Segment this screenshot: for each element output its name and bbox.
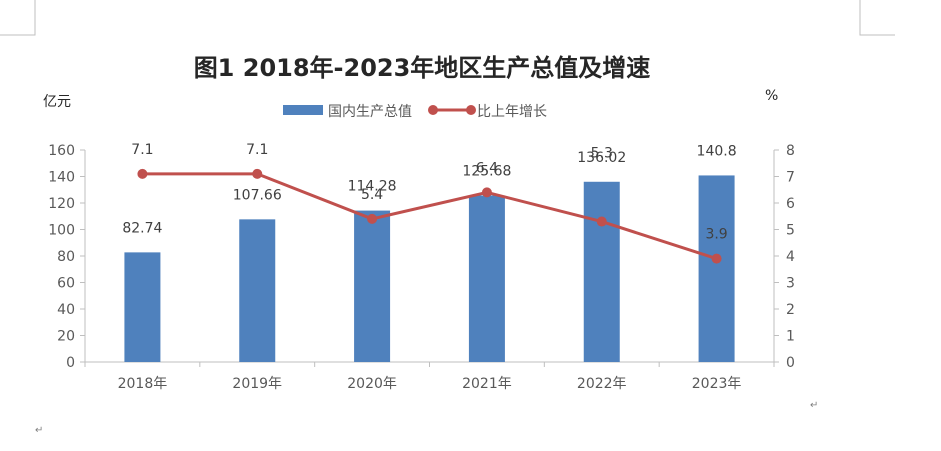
bar-value-label: 114.28	[348, 179, 397, 195]
left-axis-unit: 亿元	[43, 94, 71, 110]
right-axis-tick-label: 8	[786, 143, 795, 159]
bar	[354, 210, 391, 362]
right-axis-tick-label: 7	[786, 170, 795, 186]
right-axis-tick-label: 0	[786, 355, 795, 371]
bar-value-label: 107.66	[233, 187, 282, 203]
paragraph-mark-right: ↵	[810, 400, 818, 411]
left-axis-tick-label: 40	[57, 302, 75, 318]
right-axis-tick-label: 1	[786, 329, 795, 345]
axes: 0 20 40 60 80 100 120 140 160 0 1 2 3 4 5 6 7 8 2018年 2019年…	[48, 143, 795, 392]
line-value-label: 5.3	[591, 146, 613, 162]
left-axis-tick-label: 0	[66, 355, 75, 371]
right-axis-unit: %	[765, 88, 778, 104]
left-axis-tick-label: 60	[57, 276, 75, 292]
x-axis-tick-label: 2018年	[118, 376, 168, 392]
x-axis-tick-label: 2020年	[347, 376, 397, 392]
right-axis-tick-label: 3	[786, 276, 795, 292]
chart-title: 图1 2018年-2023年地区生产总值及增速	[194, 54, 651, 82]
corner-mark-top-right	[859, 0, 895, 36]
bar-series	[124, 175, 735, 362]
bar	[468, 195, 505, 362]
left-axis-tick-label: 80	[57, 249, 75, 265]
right-axis-tick-label: 6	[786, 196, 795, 212]
x-axis-tick-label: 2021年	[462, 376, 512, 392]
page-corner-marks	[0, 0, 895, 36]
legend-marker-line-start	[428, 105, 438, 115]
line-value-label: 7.1	[131, 142, 153, 158]
line-point	[252, 168, 263, 179]
bar	[583, 181, 620, 362]
bar	[239, 219, 276, 362]
bar-value-label: 136.02	[577, 150, 626, 166]
bar-value-label: 140.8	[697, 143, 737, 159]
line-point	[367, 213, 378, 224]
x-axis-tick-label: 2019年	[232, 376, 282, 392]
line-series	[137, 168, 722, 264]
legend-swatch-bar	[283, 105, 323, 115]
line-point	[137, 168, 148, 179]
line-value-label: 5.4	[361, 187, 383, 203]
line-point	[481, 187, 492, 198]
bar	[124, 252, 161, 362]
bar-value-label: 82.74	[122, 220, 162, 236]
corner-mark-top-left	[0, 0, 36, 36]
legend-marker-line-end	[466, 105, 476, 115]
line-point	[711, 253, 722, 264]
x-axis-tick-label: 2022年	[577, 376, 627, 392]
line-point	[596, 216, 607, 227]
paragraph-mark-left: ↵	[35, 425, 43, 436]
left-axis-tick-label: 120	[48, 196, 75, 212]
bar-value-label: 125.68	[462, 163, 511, 179]
right-axis-tick-label: 4	[786, 249, 795, 265]
bar	[698, 175, 735, 362]
legend-label-bar: 国内生产总值	[328, 104, 412, 120]
line-value-label: 7.1	[246, 142, 268, 158]
right-axis-tick-label: 2	[786, 302, 795, 318]
left-axis-tick-label: 140	[48, 170, 75, 186]
x-axis-tick-label: 2023年	[692, 376, 742, 392]
right-axis-tick-label: 5	[786, 223, 795, 239]
legend: 国内生产总值 比上年增长	[283, 104, 547, 120]
series-line	[142, 172, 718, 261]
data-labels: 82.74 107.66 114.28 125.68 136.02 140.8 7.1 7.1…	[122, 142, 736, 243]
left-axis-tick-label: 20	[57, 329, 75, 345]
legend-label-line: 比上年增长	[477, 104, 547, 120]
left-axis-tick-label: 160	[48, 143, 75, 159]
line-value-label: 6.4	[476, 160, 498, 176]
line-value-label: 3.9	[705, 227, 727, 243]
left-axis-tick-label: 100	[48, 223, 75, 239]
